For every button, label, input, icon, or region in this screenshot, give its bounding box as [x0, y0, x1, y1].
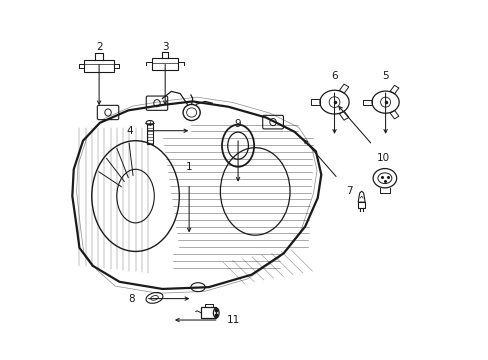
Text: 10: 10 — [376, 153, 389, 163]
Bar — [201, 307, 216, 318]
Text: 5: 5 — [382, 71, 388, 81]
Bar — [84, 60, 114, 72]
Text: 6: 6 — [330, 71, 337, 81]
Text: 7: 7 — [345, 186, 352, 197]
Text: 9: 9 — [234, 118, 241, 129]
Text: 2: 2 — [96, 42, 102, 52]
Text: 4: 4 — [126, 126, 133, 136]
Bar — [152, 58, 178, 70]
Text: 8: 8 — [128, 294, 134, 303]
Bar — [358, 202, 364, 208]
Text: 3: 3 — [162, 42, 168, 52]
Bar — [146, 124, 153, 144]
Text: 11: 11 — [226, 315, 239, 325]
Text: 1: 1 — [185, 162, 192, 172]
